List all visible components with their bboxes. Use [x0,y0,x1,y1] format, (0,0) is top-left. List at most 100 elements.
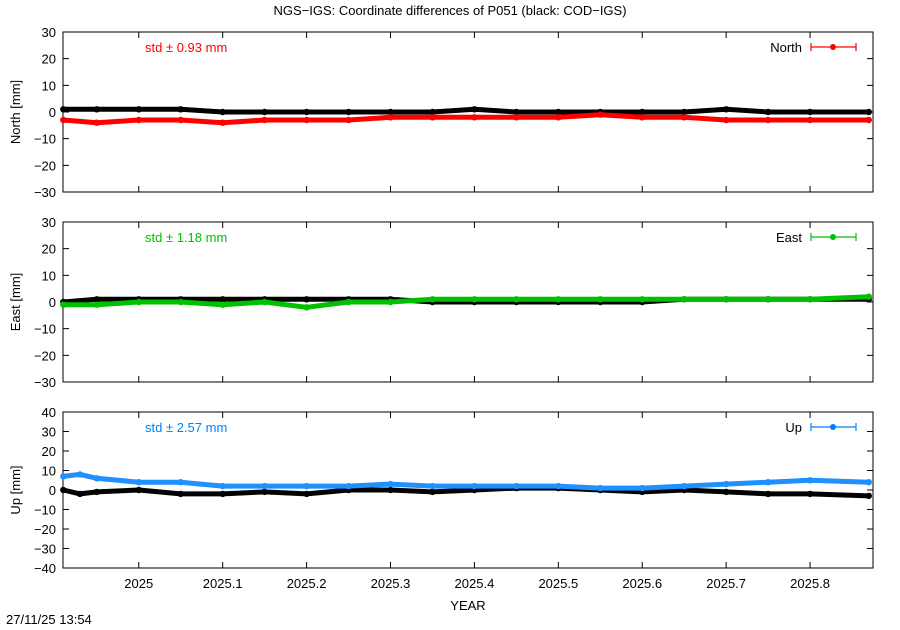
y-tick-label: −10 [34,503,56,518]
y-axis-label: North [mm] [8,80,23,144]
data-point [555,296,562,303]
data-point [513,108,520,116]
y-tick-label: −10 [34,322,56,337]
y-tick-label: 20 [42,242,56,257]
data-point [261,298,268,306]
y-tick-label: −20 [34,158,56,173]
data-point [135,116,142,124]
data-point [555,482,562,490]
data-point [723,488,730,496]
series-line [60,471,872,491]
timestamp: 27/11/25 13:54 [6,612,92,627]
series-ngs-igs [60,471,872,492]
data-point [76,471,84,478]
data-point [555,108,562,116]
data-point [429,488,436,496]
data-point [93,119,101,126]
y-tick-label: 0 [49,105,56,120]
legend-label: Up [785,420,802,435]
std-annotation: std ± 1.18 mm [145,230,227,245]
x-tick-label: 2025.1 [203,576,243,591]
data-point [387,114,394,121]
data-point [429,296,436,303]
data-point [60,473,67,480]
data-point [681,482,688,490]
data-point [303,482,310,490]
legend: East [776,230,857,245]
data-point [177,490,184,498]
y-tick-label: 20 [42,444,56,459]
x-tick-label: 2025.2 [287,576,327,591]
data-point [93,475,101,482]
data-point [93,488,101,496]
series-cod-igs [60,106,872,116]
data-point [681,108,688,116]
data-point [723,106,730,113]
y-tick-label: 30 [42,25,56,40]
data-point [177,116,184,124]
legend-marker [830,44,836,50]
y-tick-label: 10 [42,78,56,93]
y-tick-label: −30 [34,185,56,200]
std-annotation: std ± 0.93 mm [145,40,227,55]
legend-label: North [770,40,802,55]
x-tick-label: 2025.3 [371,576,411,591]
data-point [261,488,268,496]
data-point [806,116,814,124]
data-point [723,116,730,124]
data-point [219,119,226,126]
y-tick-label: −30 [34,375,56,390]
data-point [723,480,730,488]
data-point [555,114,562,121]
y-tick-label: −20 [34,348,56,363]
data-point [219,301,226,308]
data-point [681,114,688,121]
legend-marker [830,424,836,430]
data-point [303,304,310,311]
y-tick-label: −40 [34,561,56,576]
x-tick-label: 2025 [124,576,153,591]
data-point [345,298,352,306]
data-point [303,116,310,124]
data-point [806,296,814,303]
series-ngs-igs [60,111,872,126]
data-point [639,296,646,303]
series-line [60,485,872,499]
data-point [865,116,872,124]
data-point [177,298,184,306]
data-point [865,479,872,486]
x-tick-label: 2025.4 [455,576,495,591]
data-point [135,298,142,306]
x-tick-label: 2025.8 [790,576,830,591]
data-point [865,108,872,116]
data-point [60,486,67,494]
data-point [387,108,394,116]
x-tick-label: 2025.6 [622,576,662,591]
legend-marker [830,234,836,240]
data-point [387,486,394,494]
data-point [219,108,226,116]
data-point [387,480,394,488]
y-tick-label: −10 [34,132,56,147]
data-point [865,492,872,500]
data-point [639,108,646,116]
legend-label: East [776,230,802,245]
data-point [345,482,352,490]
data-point [345,108,352,116]
legend: Up [785,420,857,435]
y-tick-label: 10 [42,268,56,283]
data-point [303,296,310,303]
data-point [177,106,184,113]
data-point [513,296,520,303]
data-point [303,108,310,116]
data-point [764,479,772,486]
y-tick-label: 20 [42,52,56,67]
series-line [60,294,872,310]
x-tick-label: 2025.7 [706,576,746,591]
series-line [60,106,872,115]
y-tick-label: −30 [34,542,56,557]
panel-2: 30 20 10 0 −10 −20 −30 East [mm] std ± 1.18 mm Ea… [8,215,874,390]
data-point [806,108,814,116]
data-point [387,298,394,306]
